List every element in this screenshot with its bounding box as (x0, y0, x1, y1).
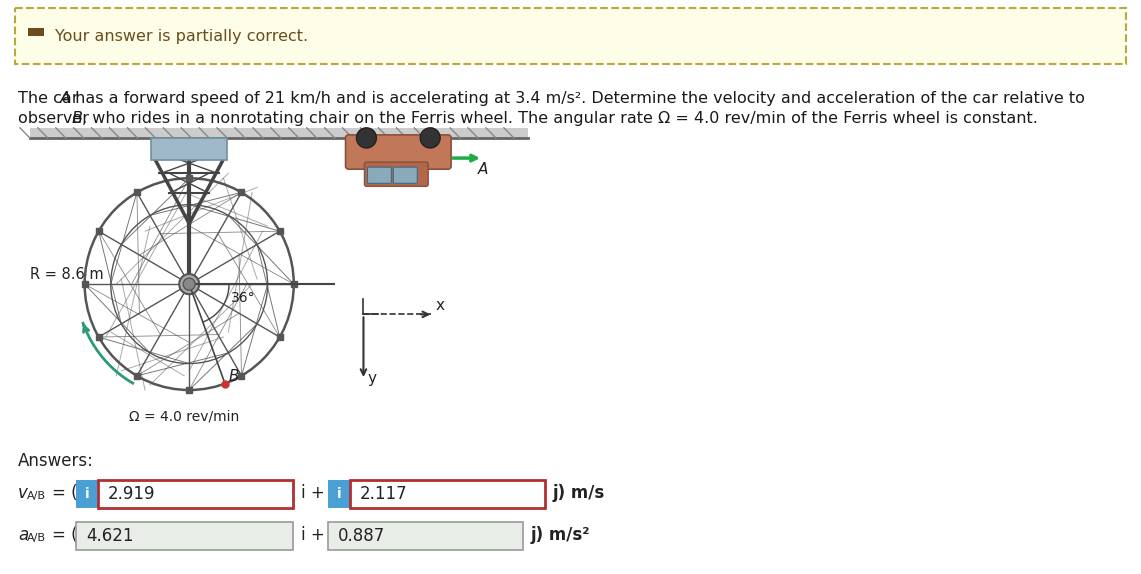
Text: a: a (18, 526, 29, 544)
Text: 2.919: 2.919 (108, 485, 155, 503)
FancyBboxPatch shape (76, 480, 98, 508)
Circle shape (184, 278, 195, 290)
Text: 2.117: 2.117 (361, 485, 407, 503)
Text: = (: = ( (52, 526, 78, 544)
Text: i +: i + (301, 484, 325, 502)
FancyBboxPatch shape (346, 135, 451, 169)
Text: x: x (435, 298, 444, 313)
Text: 4.621: 4.621 (86, 527, 133, 545)
Text: The car: The car (18, 91, 83, 106)
Text: = (: = ( (52, 484, 78, 502)
Text: A/B: A/B (27, 533, 46, 543)
Text: R = 8.6 m: R = 8.6 m (30, 267, 104, 282)
FancyBboxPatch shape (98, 480, 293, 508)
Text: Answers:: Answers: (18, 452, 94, 470)
FancyBboxPatch shape (367, 167, 391, 183)
FancyBboxPatch shape (76, 522, 293, 550)
Text: i: i (337, 487, 341, 501)
Circle shape (420, 128, 440, 148)
Text: observer: observer (18, 111, 94, 126)
Text: has a forward speed of 21 km/h and is accelerating at 3.4 m/s². Determine the ve: has a forward speed of 21 km/h and is ac… (70, 91, 1085, 106)
Text: j) m/s²: j) m/s² (531, 526, 591, 544)
FancyBboxPatch shape (152, 138, 227, 160)
Text: A: A (478, 162, 488, 177)
FancyBboxPatch shape (394, 167, 418, 183)
Text: B: B (229, 369, 240, 383)
Circle shape (356, 128, 377, 148)
Text: Your answer is partially correct.: Your answer is partially correct. (55, 29, 308, 45)
FancyBboxPatch shape (350, 480, 545, 508)
Text: A/B: A/B (27, 491, 46, 501)
FancyBboxPatch shape (29, 28, 44, 36)
Text: 36°: 36° (230, 291, 256, 305)
FancyBboxPatch shape (15, 8, 1126, 64)
Circle shape (179, 274, 200, 294)
Text: i +: i + (301, 526, 325, 544)
Text: j) m/s: j) m/s (553, 484, 605, 502)
Text: v: v (18, 484, 27, 502)
Bar (30, 128, 528, 138)
Text: B: B (72, 111, 83, 126)
FancyBboxPatch shape (327, 522, 523, 550)
Text: A: A (60, 91, 71, 106)
FancyBboxPatch shape (327, 480, 350, 508)
Text: , who rides in a nonrotating chair on the Ferris wheel. The angular rate Ω = 4.0: , who rides in a nonrotating chair on th… (82, 111, 1038, 126)
Text: 0.887: 0.887 (338, 527, 386, 545)
Text: i: i (84, 487, 89, 501)
Text: y: y (367, 371, 377, 386)
FancyBboxPatch shape (364, 162, 428, 187)
Text: Ω = 4.0 rev/min: Ω = 4.0 rev/min (129, 409, 240, 423)
